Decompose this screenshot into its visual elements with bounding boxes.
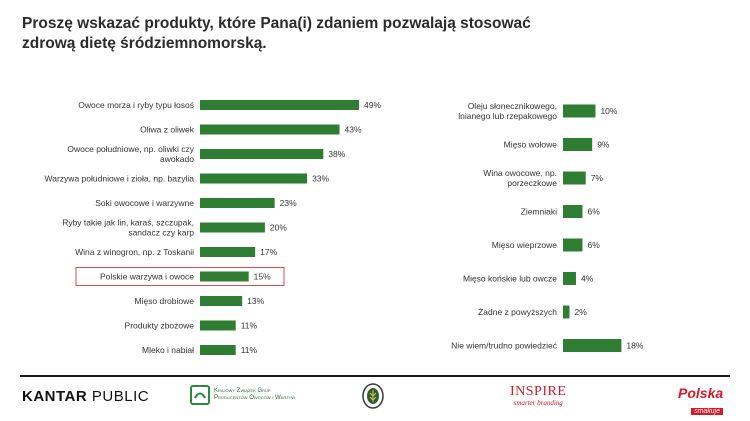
category-label-1-3: Ziemniaki [521,207,557,217]
bar-0-8 [200,296,243,306]
bar-1-7 [563,339,622,352]
right-bar-chart: Oleju słonecznikowego, lnianego lub rzepa… [451,101,644,352]
value-label-0-7: 15% [254,272,271,282]
category-label-0-6: Wina z winogron, np. z Toskanii [75,247,194,257]
value-label-0-0: 49% [364,100,381,110]
value-label-0-6: 17% [260,247,277,257]
bar-0-2 [200,149,324,159]
krajowy-text: Krajowy Związek Grup Producentów Owoców … [214,388,296,401]
value-label-1-6: 2% [574,307,587,317]
category-label-0-3: Warzywa południowe i zioła, np. bazylia [45,174,195,184]
inspire-logo: INSPIRE smarter branding [510,384,567,407]
value-label-0-9: 11% [241,321,258,331]
chart-title: Proszę wskazać produkty, które Pana(i) z… [22,15,531,52]
bar-1-6 [563,305,570,319]
value-label-1-2: 7% [591,173,604,183]
bar-0-4 [200,198,275,208]
bar-0-1 [200,124,340,135]
value-label-0-3: 33% [312,174,329,184]
bar-1-5 [563,272,576,285]
category-label-0-7: Polskie warzywa i owoce [100,272,194,282]
category-label-0-2: Owoce południowe, np. oliwki czy awokado [67,144,194,164]
category-label-1-1: Mięso wołowe [504,140,558,150]
value-label-0-1: 43% [345,125,362,135]
value-label-0-10: 11% [241,345,258,355]
bar-1-3 [563,205,583,218]
bar-0-0 [200,100,359,110]
category-label-1-2: Wina owocowe, np. porzeczkowe [483,168,557,188]
category-label-0-9: Produkty zbożowe [125,321,195,331]
value-label-1-3: 6% [587,207,600,217]
footer-divider [20,375,730,377]
value-label-1-1: 9% [597,140,610,150]
category-label-1-4: Mięso wieprzowe [492,240,557,250]
left-bar-chart: Owoce morza i ryby typu łosoś 49% Oliwa z … [45,100,381,355]
category-label-1-6: Żadne z powyższych [478,307,557,317]
category-label-0-5: Ryby takie jak lin, karaś, szczupak, sand… [62,218,194,238]
krajowy-zwiazek-logo: Krajowy Związek Grup Producentów Owoców … [190,385,295,405]
ministry-seal-icon [362,383,384,409]
category-label-0-4: Soki owocowe i warzywne [95,198,194,208]
krajowy-emblem-icon [190,385,210,405]
value-label-1-0: 10% [600,106,617,116]
bar-1-0 [563,104,596,118]
category-label-0-10: Mleko i nabiał [142,345,194,355]
bar-0-7 [200,271,249,282]
kantar-public-logo: KANTAR PUBLIC [22,388,150,405]
bar-0-6 [200,247,256,257]
bar-1-1 [563,138,593,151]
category-label-0-1: Oliwa z oliwek [140,125,195,135]
bar-0-3 [200,173,308,184]
category-label-1-7: Nie wiem/trudno powiedzieć [451,341,558,351]
bar-1-4 [563,238,583,252]
value-label-0-2: 38% [328,149,345,159]
category-label-0-8: Mięso drobiowe [134,296,194,306]
bar-0-5 [200,222,265,233]
value-label-0-4: 23% [280,198,297,208]
polska-smakuje-logo: Polska smakuje [678,385,724,415]
value-label-1-4: 6% [587,240,600,250]
highlight-box [75,267,285,286]
value-label-1-5: 4% [581,274,594,284]
value-label-0-5: 20% [270,223,287,233]
value-label-1-7: 18% [626,341,643,351]
category-label-1-5: Mięso końskie lub owcze [463,274,557,284]
bar-0-10 [200,345,236,355]
bar-0-9 [200,320,236,331]
bar-1-2 [563,171,586,185]
category-label-1-0: Oleju słonecznikowego, lnianego lub rzepa… [458,101,557,121]
category-label-0-0: Owoce morza i ryby typu łosoś [78,100,194,110]
value-label-0-8: 13% [247,296,264,306]
bar-charts: Owoce morza i ryby typu łosoś 49% Oliwa z … [45,100,644,355]
